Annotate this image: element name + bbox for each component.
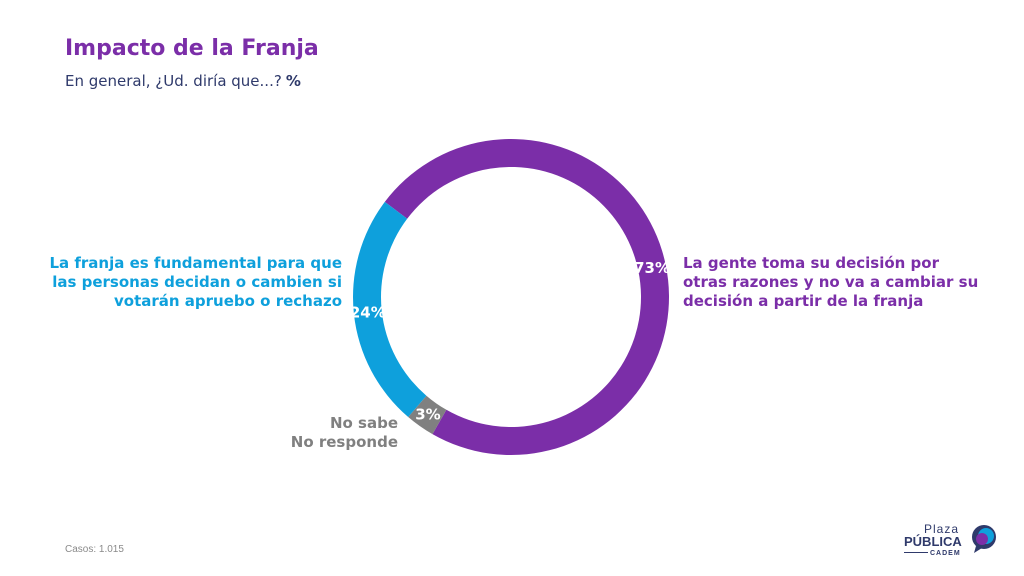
logo-divider: [904, 552, 928, 553]
subtitle-text: En general, ¿Ud. diría que...?: [65, 72, 282, 90]
chart-subtitle: En general, ¿Ud. diría que...?%: [65, 72, 301, 90]
logo-text-cadem: CADEM: [930, 550, 961, 557]
slice-label-fundamental: La franja es fundamental para que las pe…: [49, 254, 342, 310]
footer-cases: Casos: 1.015: [65, 544, 124, 555]
logo-speech-bubble-icon: [972, 525, 996, 553]
subtitle-unit: %: [285, 72, 301, 90]
plaza-publica-logo: Plaza PÚBLICA CADEM: [900, 522, 1000, 562]
slice-otras-razones-value-label: 73%: [634, 259, 670, 277]
slice-label-otras-razones: La gente toma su decisión por otras razo…: [683, 254, 979, 310]
chart-title: Impacto de la Franja: [65, 36, 319, 61]
slice-fundamental-value-label: 24%: [350, 304, 386, 322]
logo-text-publica: PÚBLICA: [904, 534, 962, 549]
slice-label-no-sabe: No sabe No responde: [290, 414, 398, 451]
logo-text-plaza: Plaza: [924, 522, 960, 536]
slice-fundamental: [353, 201, 427, 417]
slice-no-sabe-value-label: 3%: [415, 406, 440, 424]
slice-no-sabe: [408, 395, 447, 435]
